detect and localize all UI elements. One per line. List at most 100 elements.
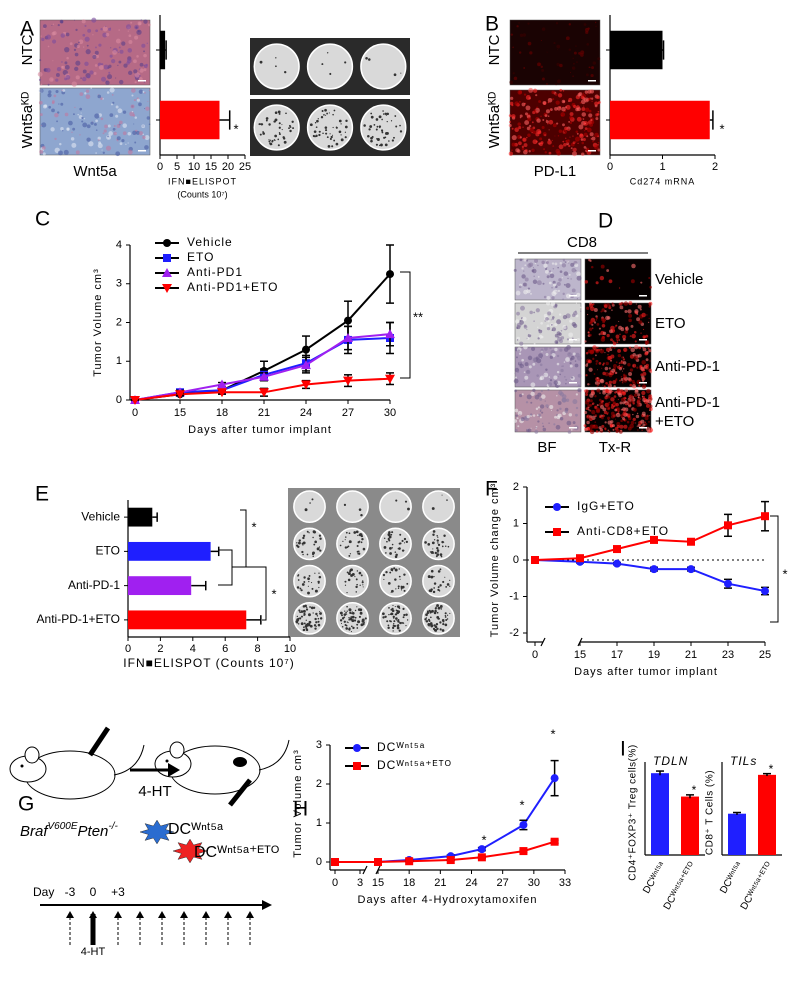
texture	[550, 323, 553, 326]
scale-bar	[138, 80, 146, 82]
marker	[259, 371, 269, 381]
texture	[74, 66, 79, 72]
spot	[271, 139, 274, 142]
texture	[570, 429, 573, 431]
texture	[641, 312, 646, 318]
texture	[589, 409, 592, 412]
texture	[133, 98, 137, 102]
texture	[101, 149, 103, 151]
spot	[278, 131, 281, 134]
injection-head	[246, 911, 254, 918]
texture	[73, 113, 75, 116]
spot	[399, 130, 403, 133]
texture	[539, 142, 543, 147]
texture	[592, 345, 597, 350]
texture	[52, 23, 55, 25]
texture	[615, 390, 618, 393]
texture	[119, 142, 123, 146]
legend-marker	[162, 268, 172, 277]
texture	[576, 132, 579, 135]
texture	[585, 374, 588, 377]
texture	[618, 362, 621, 365]
texture	[48, 94, 50, 96]
texture	[535, 407, 539, 411]
spot	[393, 622, 395, 625]
spot	[397, 620, 400, 623]
injection-head	[202, 911, 210, 918]
texture	[48, 90, 52, 94]
texture	[567, 277, 569, 280]
texture	[95, 119, 98, 123]
spot	[403, 589, 406, 592]
texture	[123, 63, 128, 68]
texture	[595, 348, 599, 352]
axis-break	[540, 637, 546, 647]
spot	[391, 607, 394, 610]
texture	[565, 293, 571, 299]
texture	[51, 24, 53, 27]
texture	[575, 107, 579, 112]
texture	[607, 383, 610, 387]
texture	[554, 92, 558, 96]
texture	[53, 94, 57, 98]
texture	[573, 51, 577, 55]
texture	[576, 298, 578, 300]
texture	[88, 141, 94, 147]
texture	[637, 393, 641, 397]
spot	[329, 133, 331, 135]
texture	[107, 124, 111, 128]
texture	[636, 379, 641, 385]
texture	[595, 407, 601, 413]
texture	[561, 277, 563, 279]
texture	[584, 427, 588, 432]
texture	[643, 414, 646, 417]
significance: *	[782, 566, 787, 581]
x-tick-label: 10	[284, 643, 296, 655]
texture	[65, 32, 70, 37]
texture	[82, 122, 88, 128]
texture	[622, 361, 627, 365]
texture	[94, 50, 99, 55]
texture	[576, 116, 582, 122]
texture	[571, 313, 576, 318]
texture	[589, 383, 591, 385]
y-tick-label: -1	[509, 590, 519, 602]
texture	[548, 376, 551, 378]
texture	[109, 113, 114, 117]
texture	[95, 152, 97, 154]
texture	[604, 309, 607, 313]
texture	[119, 49, 124, 54]
texture	[48, 105, 52, 109]
texture	[602, 403, 604, 405]
texture	[567, 128, 570, 132]
texture	[519, 136, 522, 139]
spot	[338, 130, 342, 134]
legend-marker	[553, 528, 561, 536]
texture	[534, 262, 537, 265]
texture	[596, 388, 601, 393]
texture	[621, 356, 624, 359]
texture	[624, 388, 629, 393]
spot	[348, 532, 351, 535]
texture	[516, 126, 519, 129]
texture	[558, 332, 562, 337]
well	[379, 564, 412, 598]
significance-bracket	[400, 271, 411, 379]
x-tick-label: 17	[611, 649, 623, 661]
marker	[130, 396, 140, 405]
texture	[517, 410, 523, 416]
texture	[546, 296, 551, 300]
texture	[133, 69, 138, 74]
spot	[388, 535, 392, 539]
texture	[125, 24, 132, 30]
texture	[523, 258, 527, 262]
texture	[524, 149, 528, 152]
spot	[317, 623, 321, 627]
texture	[575, 393, 579, 396]
texture	[622, 407, 626, 411]
x-axis-label: IFN■ELISPOT (Counts 10⁷)	[123, 656, 294, 670]
bar	[128, 610, 247, 630]
spot	[352, 626, 355, 630]
texture	[581, 107, 586, 112]
texture	[118, 29, 120, 31]
